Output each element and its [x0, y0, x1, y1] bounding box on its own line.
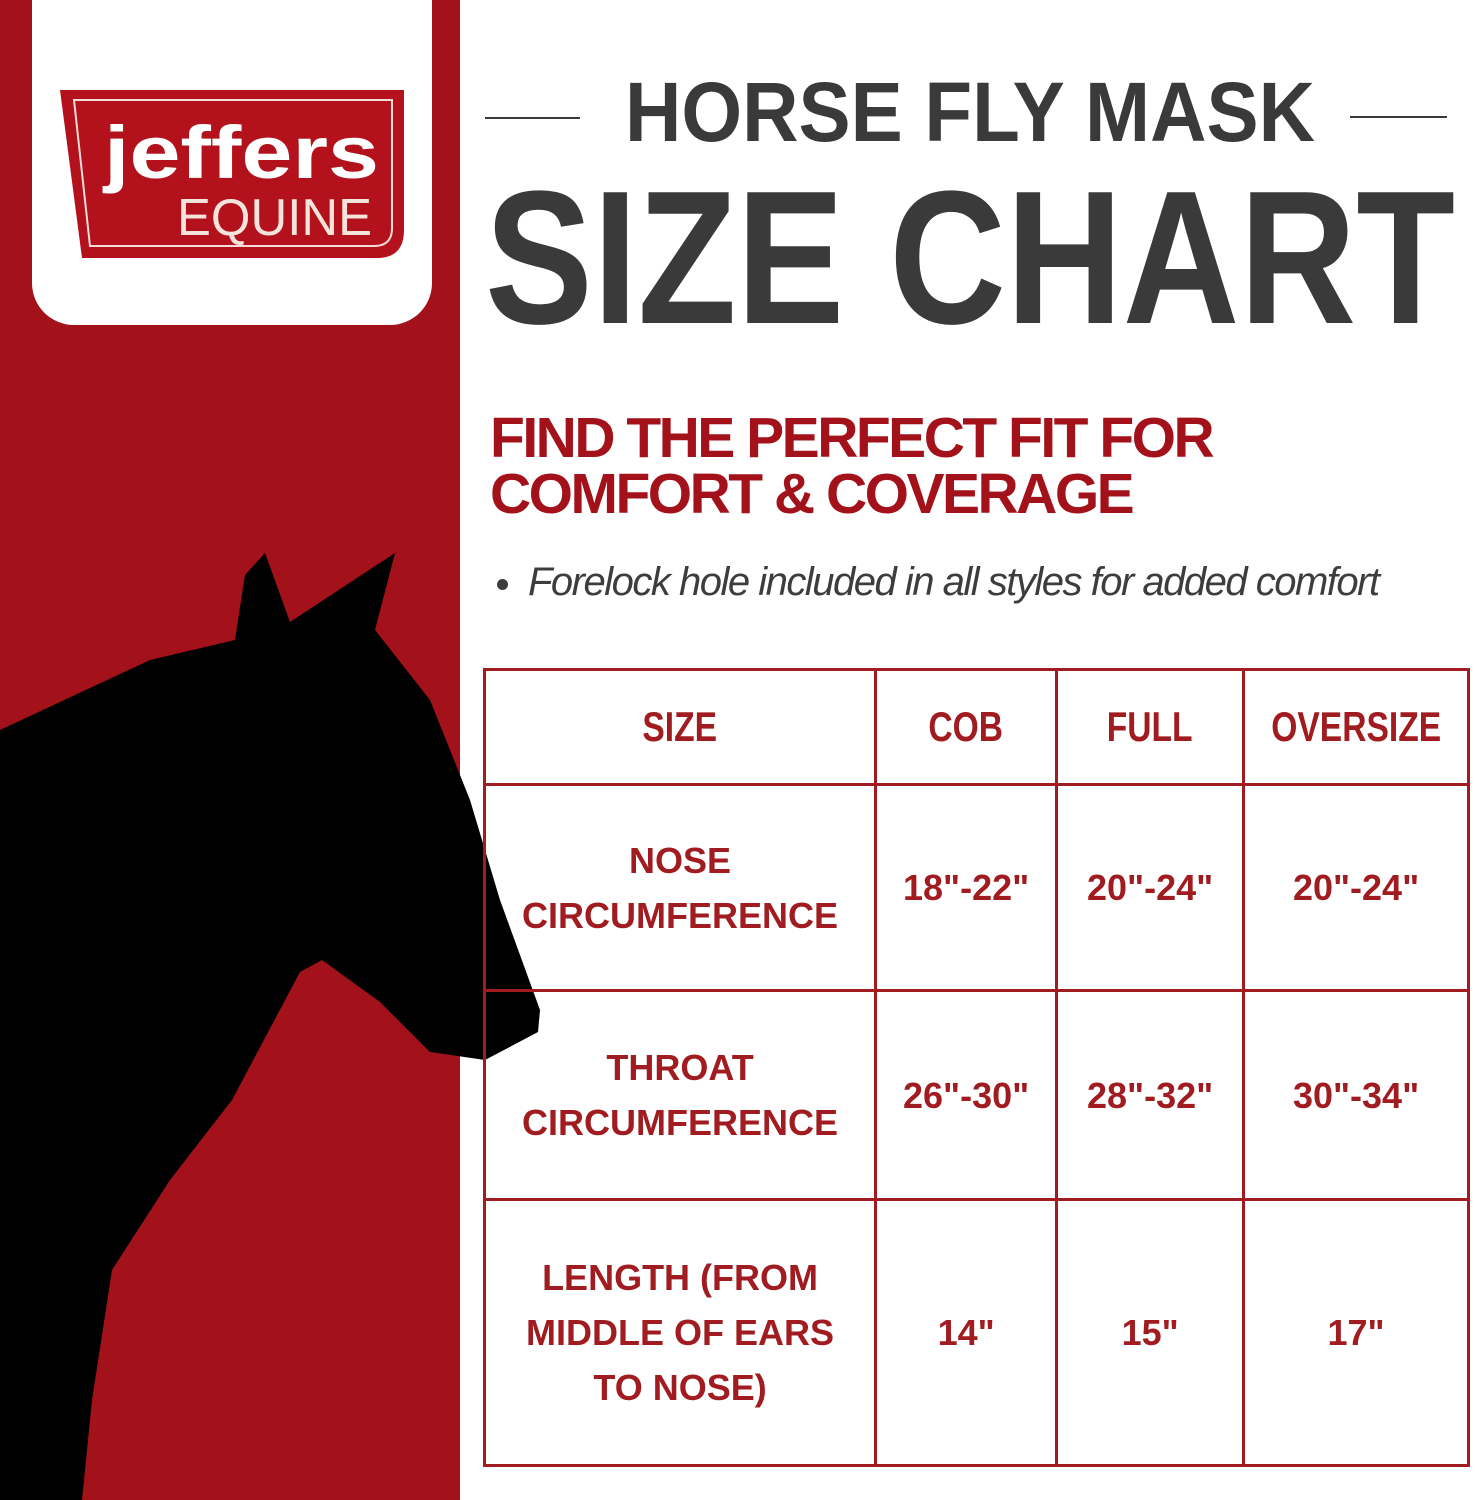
table-row: NOSE CIRCUMFERENCE 18"-22" 20"-24" 20"-2… — [482, 783, 1470, 992]
header-cell: COB — [874, 668, 1059, 786]
size-table: SIZE COB FULL OVERSIZE NOSE CIRCUMFERENC… — [482, 668, 1470, 1467]
table-cell: 15" — [1055, 1198, 1246, 1467]
table-cell: 26"-30" — [874, 989, 1059, 1201]
table-header-row: SIZE COB FULL OVERSIZE — [482, 668, 1470, 786]
title-block: HORSE FLY MASK SIZE CHART — [480, 55, 1460, 364]
bullet-text: Forelock hole included in all styles for… — [528, 560, 1380, 604]
horse-silhouette — [0, 553, 540, 1500]
title-main: SIZE CHART — [485, 152, 1455, 335]
table-cell: 18"-22" — [874, 783, 1059, 992]
table-cell: 20"-24" — [1055, 783, 1246, 992]
jeffers-equine-logo: jeffers EQUINE — [60, 90, 404, 258]
table-row: THROAT CIRCUMFERENCE 26"-30" 28"-32" 30"… — [482, 989, 1470, 1201]
svg-text:jeffers: jeffers — [102, 111, 379, 194]
row-label: THROAT CIRCUMFERENCE — [482, 989, 878, 1201]
bullet-dot-icon — [497, 578, 508, 590]
table-cell: 17" — [1242, 1198, 1470, 1467]
row-label: NOSE CIRCUMFERENCE — [482, 783, 878, 992]
header-cell: OVERSIZE — [1242, 668, 1470, 786]
table-cell: 30"-34" — [1242, 989, 1470, 1201]
table-cell: 14" — [874, 1198, 1059, 1467]
header-cell: FULL — [1055, 668, 1246, 786]
bullet-item: Forelock hole included in all styles for… — [497, 560, 1380, 605]
table-cell: 28"-32" — [1055, 989, 1246, 1201]
row-label: LENGTH (FROM MIDDLE OF EARS TO NOSE) — [482, 1198, 878, 1467]
table-row: LENGTH (FROM MIDDLE OF EARS TO NOSE) 14"… — [482, 1198, 1470, 1467]
header-cell: SIZE — [482, 668, 878, 786]
subtitle: FIND THE PERFECT FIT FOR COMFORT & COVER… — [490, 406, 1215, 526]
svg-text:EQUINE: EQUINE — [177, 189, 372, 247]
table-cell: 20"-24" — [1242, 783, 1470, 992]
title-top: HORSE FLY MASK — [625, 65, 1315, 159]
logo-card: jeffers EQUINE — [32, 0, 432, 325]
